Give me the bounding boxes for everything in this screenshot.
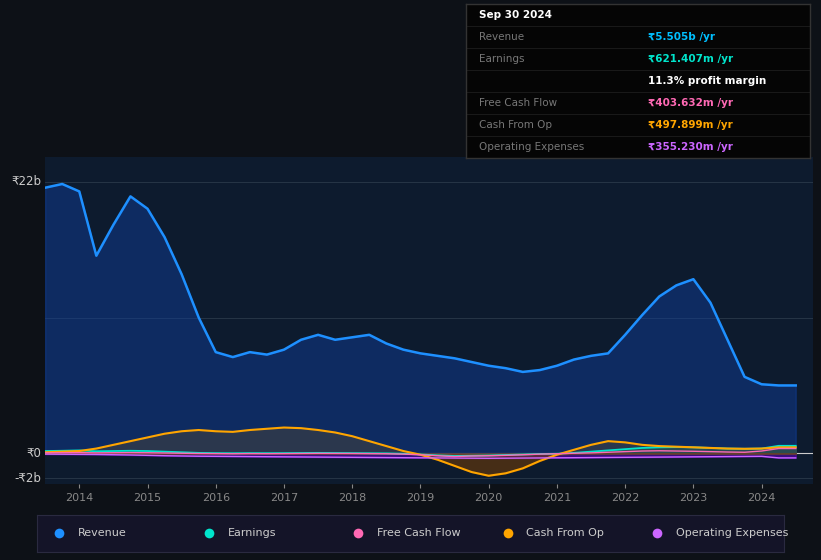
Text: Cash From Op: Cash From Op xyxy=(526,529,604,538)
Text: Revenue: Revenue xyxy=(78,529,126,538)
Text: ₹403.632m /yr: ₹403.632m /yr xyxy=(649,98,733,108)
Text: Revenue: Revenue xyxy=(479,32,525,42)
Text: Free Cash Flow: Free Cash Flow xyxy=(479,98,557,108)
Text: ₹0: ₹0 xyxy=(26,447,41,460)
Text: Earnings: Earnings xyxy=(479,54,525,64)
Text: Sep 30 2024: Sep 30 2024 xyxy=(479,10,553,20)
Text: Operating Expenses: Operating Expenses xyxy=(676,529,788,538)
Text: ₹5.505b /yr: ₹5.505b /yr xyxy=(649,32,715,42)
Text: ₹497.899m /yr: ₹497.899m /yr xyxy=(649,120,733,130)
Text: 11.3% profit margin: 11.3% profit margin xyxy=(649,76,767,86)
Text: Free Cash Flow: Free Cash Flow xyxy=(377,529,461,538)
Text: Earnings: Earnings xyxy=(227,529,276,538)
Text: Operating Expenses: Operating Expenses xyxy=(479,142,585,152)
Text: Cash From Op: Cash From Op xyxy=(479,120,553,130)
Text: ₹621.407m /yr: ₹621.407m /yr xyxy=(649,54,733,64)
Text: -₹2b: -₹2b xyxy=(15,472,41,485)
Text: ₹355.230m /yr: ₹355.230m /yr xyxy=(649,142,733,152)
Text: ₹22b: ₹22b xyxy=(11,175,41,188)
